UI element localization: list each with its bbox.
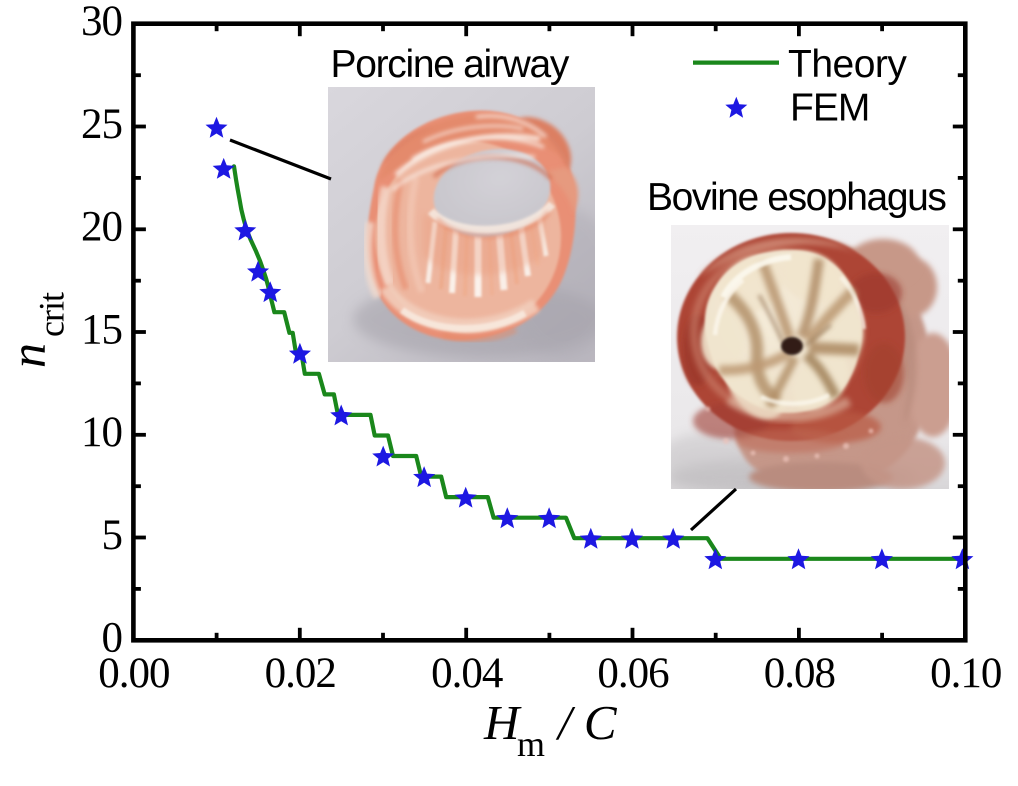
svg-text:0.06: 0.06 — [597, 650, 669, 697]
svg-text:20: 20 — [81, 204, 122, 251]
svg-text:0.10: 0.10 — [930, 650, 1001, 697]
svg-text:Theory: Theory — [788, 43, 907, 86]
svg-text:/ C: / C — [555, 695, 618, 750]
svg-text:crit: crit — [32, 292, 72, 337]
svg-text:H: H — [483, 695, 522, 750]
svg-text:25: 25 — [81, 101, 122, 148]
svg-text:0: 0 — [102, 615, 123, 662]
svg-text:5: 5 — [102, 512, 123, 559]
svg-text:Bovine esophagus: Bovine esophagus — [647, 176, 946, 219]
svg-text:0.00: 0.00 — [98, 650, 169, 697]
svg-text:30: 30 — [81, 0, 122, 45]
svg-text:Porcine airway: Porcine airway — [331, 43, 570, 86]
svg-text:0.08: 0.08 — [764, 650, 835, 697]
svg-text:m: m — [517, 724, 545, 764]
svg-text:FEM: FEM — [790, 87, 869, 130]
svg-text:0.02: 0.02 — [265, 650, 336, 697]
svg-text:10: 10 — [81, 409, 122, 456]
svg-text:n: n — [0, 343, 56, 368]
svg-text:15: 15 — [81, 306, 122, 353]
svg-text:0.04: 0.04 — [431, 650, 503, 697]
